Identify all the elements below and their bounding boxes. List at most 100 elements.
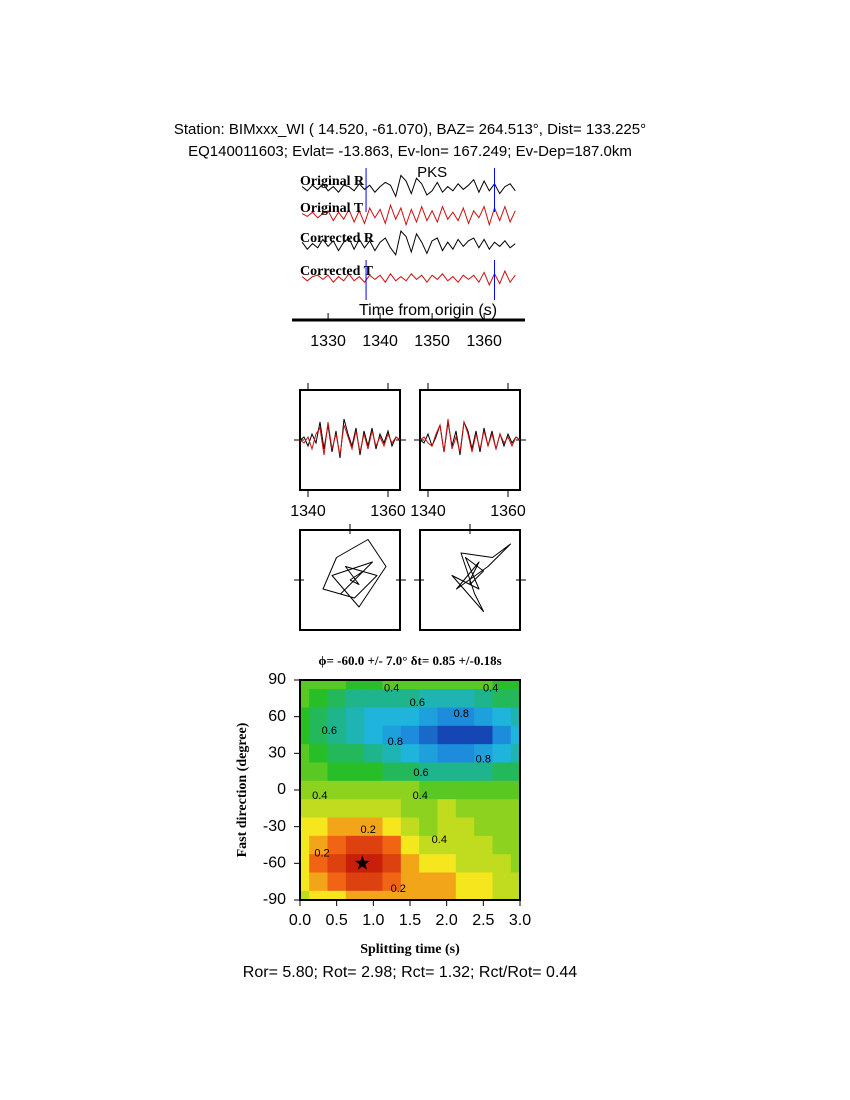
misfit-cell — [382, 890, 402, 900]
misfit-cell — [400, 890, 420, 900]
y-tick-label: -90 — [263, 891, 286, 908]
misfit-cell — [382, 817, 402, 837]
misfit-cell — [400, 799, 420, 818]
misfit-cell — [400, 835, 420, 855]
misfit-cell — [382, 762, 402, 782]
misfit-cell — [309, 817, 328, 837]
misfit-cell — [327, 799, 347, 818]
misfit-cell — [492, 680, 512, 690]
y-tick-label: 60 — [268, 708, 286, 725]
contour-label: 0.4 — [483, 682, 498, 694]
x-tick-label: 1350 — [414, 333, 450, 350]
misfit-cell — [364, 707, 383, 727]
x-tick-label: 1340 — [410, 503, 446, 520]
trace-label: Corrected T — [300, 264, 374, 279]
misfit-cell — [309, 854, 328, 873]
contour-label: 0.6 — [413, 767, 428, 779]
misfit-cell — [327, 762, 347, 782]
misfit-cell — [382, 725, 402, 745]
misfit-cell — [419, 744, 438, 763]
misfit-cell — [382, 680, 402, 690]
misfit-cell — [474, 725, 493, 745]
misfit-cell — [437, 707, 457, 727]
misfit-cell — [382, 744, 402, 763]
misfit-cell — [300, 707, 310, 727]
x-tick-label: 0.5 — [326, 912, 348, 929]
misfit-cell — [492, 890, 512, 900]
misfit-cell — [364, 780, 383, 800]
misfit-cell — [492, 744, 512, 763]
misfit-cell — [364, 854, 383, 873]
misfit-cell — [300, 835, 310, 855]
misfit-cell — [474, 872, 493, 892]
misfit-cell — [492, 835, 512, 855]
misfit-cell — [300, 762, 310, 782]
misfit-cell — [510, 780, 520, 800]
misfit-cell — [382, 780, 402, 800]
misfit-cell — [345, 835, 365, 855]
misfit-cell — [455, 872, 475, 892]
misfit-cell — [437, 835, 457, 855]
misfit-cell — [400, 689, 420, 708]
misfit-cell — [474, 890, 493, 900]
misfit-cell — [309, 872, 328, 892]
misfit-cell — [364, 799, 383, 818]
misfit-cell — [300, 680, 310, 690]
misfit-cell — [419, 707, 438, 727]
misfit-cell — [455, 817, 475, 837]
header-line: Station: BIMxxx_WI ( 14.520, -61.070), B… — [174, 121, 646, 138]
misfit-cell — [345, 725, 365, 745]
misfit-cell — [474, 680, 493, 690]
phase-label: PKS — [417, 164, 447, 181]
misfit-cell — [327, 725, 347, 745]
x-tick-label: 1340 — [362, 333, 398, 350]
misfit-cell — [419, 854, 438, 873]
misfit-cell — [455, 725, 475, 745]
misfit-cell — [510, 744, 520, 763]
misfit-cell — [419, 725, 438, 745]
trace — [301, 269, 516, 287]
misfit-cell — [419, 762, 438, 782]
misfit-cell — [309, 799, 328, 818]
misfit-cell — [327, 680, 347, 690]
misfit-cell — [364, 744, 383, 763]
misfit-cell — [345, 689, 365, 708]
x-tick-label: 1340 — [290, 503, 326, 520]
x-tick-label: 1360 — [490, 503, 526, 520]
misfit-cell — [455, 799, 475, 818]
misfit-cell — [345, 707, 365, 727]
x-axis-label: Splitting time (s) — [360, 942, 460, 957]
trace — [301, 229, 516, 256]
x-tick-label: 1.0 — [362, 912, 384, 929]
footer: Ror= 5.80; Rot= 2.98; Rct= 1.32; Rct/Rot… — [243, 964, 578, 981]
misfit-cell — [474, 707, 493, 727]
contour-label: 0.4 — [384, 682, 399, 694]
misfit-cell — [400, 680, 420, 690]
misfit-cell — [419, 835, 438, 855]
misfit-cell — [492, 780, 512, 800]
misfit-cell — [510, 890, 520, 900]
trace-label: Original T — [300, 201, 364, 216]
misfit-cell — [437, 744, 457, 763]
misfit-cell — [419, 817, 438, 837]
misfit-cell — [309, 890, 328, 900]
misfit-cell — [455, 835, 475, 855]
misfit-cell — [437, 762, 457, 782]
misfit-cell — [364, 680, 383, 690]
misfit-cell — [474, 835, 493, 855]
misfit-cell — [300, 799, 310, 818]
misfit-cell — [419, 689, 438, 708]
misfit-cell — [437, 680, 457, 690]
misfit-cell — [437, 799, 457, 818]
misfit-cell — [492, 689, 512, 708]
misfit-cell — [510, 680, 520, 690]
misfit-cell — [300, 817, 310, 837]
contour-label: 0.2 — [391, 883, 406, 895]
misfit-cell — [309, 762, 328, 782]
misfit-cell — [400, 780, 420, 800]
x-tick-label: 0.0 — [289, 912, 311, 929]
misfit-cell — [492, 872, 512, 892]
misfit-cell — [327, 707, 347, 727]
misfit-cell — [419, 799, 438, 818]
misfit-cell — [309, 725, 328, 745]
